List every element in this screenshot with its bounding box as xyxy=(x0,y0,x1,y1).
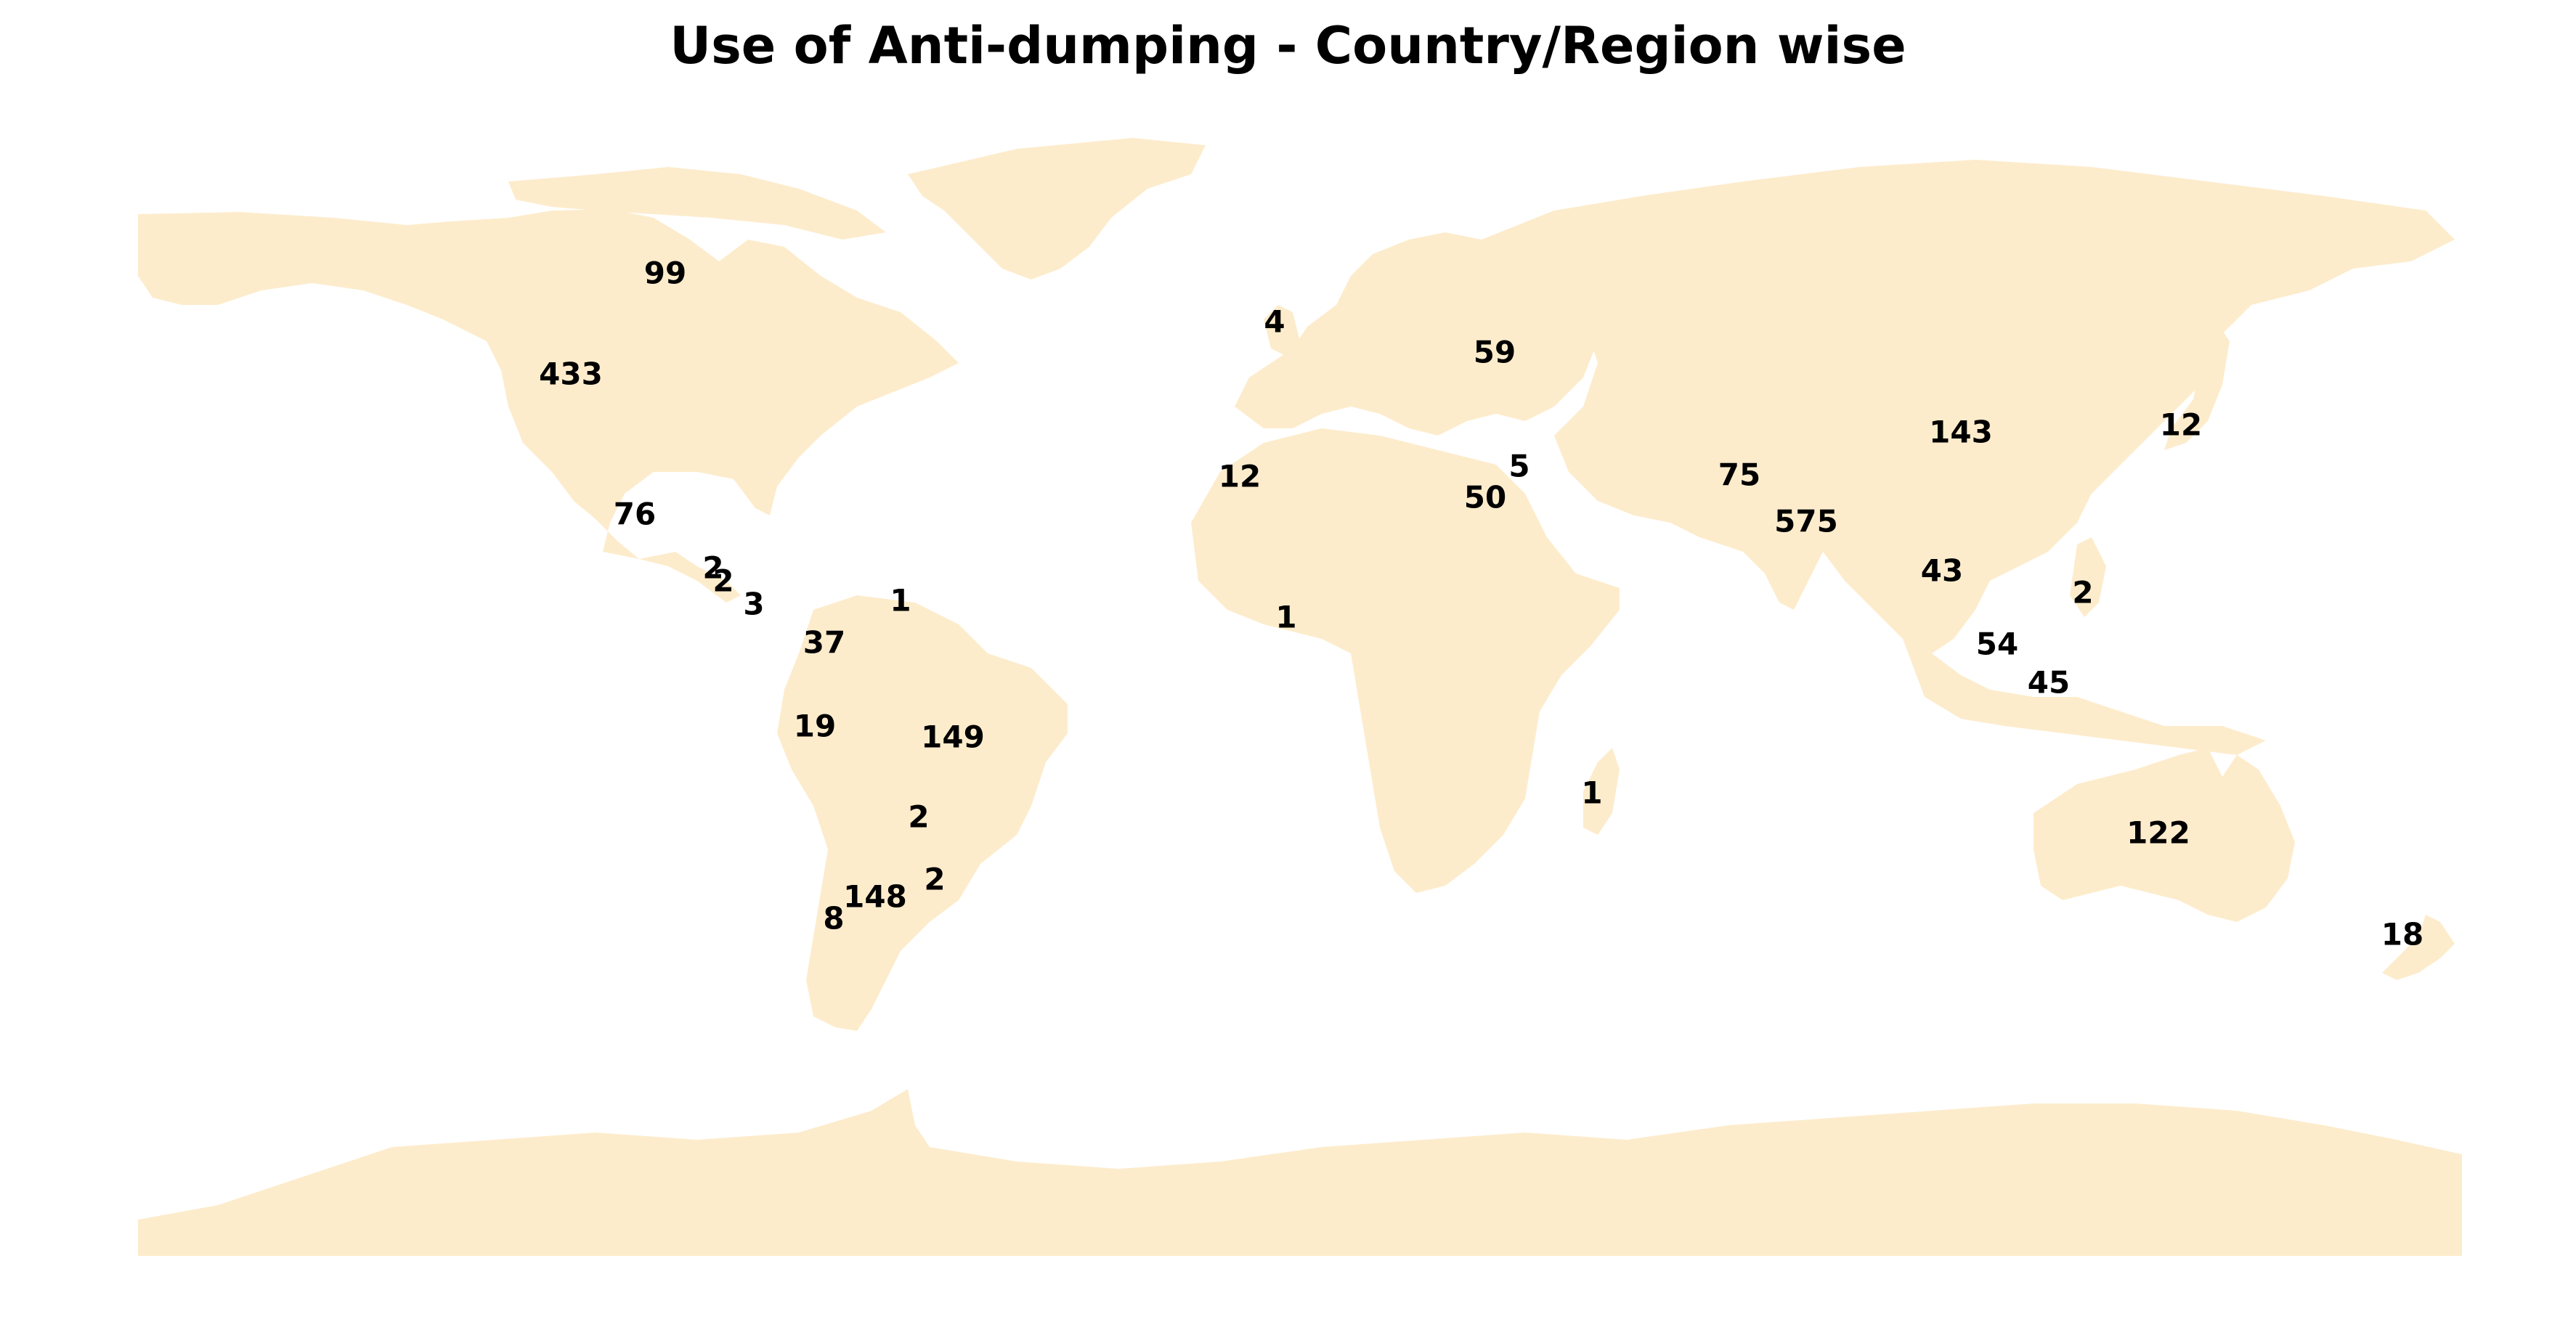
value-label-west-africa: 1 xyxy=(1275,600,1296,635)
value-label-japan: 12 xyxy=(2160,407,2202,443)
landmass-southeast-asia-islands xyxy=(1903,639,2266,755)
value-label-egypt: 50 xyxy=(1464,480,1506,515)
landmass-new-zealand xyxy=(2382,915,2455,980)
value-label-chile: 8 xyxy=(823,901,844,937)
value-label-peru: 19 xyxy=(794,709,836,744)
value-label-india: 575 xyxy=(1774,504,1838,539)
map-title: Use of Anti-dumping - Country/Region wis… xyxy=(670,16,1906,76)
landmass-australia xyxy=(2033,748,2295,922)
value-label-argentina: 148 xyxy=(843,879,907,915)
landmass-greenland xyxy=(908,138,1206,280)
value-label-caribbean: 1 xyxy=(890,583,911,619)
value-label-malaysia: 54 xyxy=(1976,627,2018,662)
landmass-antarctica xyxy=(138,1089,2462,1256)
landmass-uk xyxy=(1264,305,1300,356)
land-masses xyxy=(138,138,2462,1256)
value-label-brazil: 149 xyxy=(921,719,985,755)
value-label-central-america-a: 2 xyxy=(702,550,723,586)
value-label-israel: 5 xyxy=(1508,449,1529,484)
landmass-asia xyxy=(1482,160,2455,653)
value-label-uruguay: 2 xyxy=(924,862,945,897)
value-label-australia: 122 xyxy=(2126,815,2190,851)
value-label-paraguay: 2 xyxy=(908,799,929,835)
landmass-arctic-islands xyxy=(508,167,886,240)
value-label-thailand: 43 xyxy=(1921,553,1963,589)
value-label-madagascar: 1 xyxy=(1581,775,1602,811)
value-label-central-america-b: 2 xyxy=(712,563,734,599)
landmass-madagascar xyxy=(1583,748,1620,835)
landmass-philippines xyxy=(2070,537,2106,617)
landmass-japan xyxy=(2164,319,2230,450)
value-label-canada: 99 xyxy=(644,256,686,291)
landmass-africa xyxy=(1191,428,1620,893)
value-label-philippines: 2 xyxy=(2072,575,2093,611)
value-label-china: 143 xyxy=(1929,415,1993,450)
value-label-usa: 433 xyxy=(539,356,603,392)
value-label-central-america-c: 3 xyxy=(743,587,764,622)
landmass-south-america xyxy=(777,595,1068,1031)
value-label-pakistan: 75 xyxy=(1718,457,1760,493)
value-label-indonesia: 45 xyxy=(2028,665,2070,701)
value-label-mexico: 76 xyxy=(614,497,656,532)
value-label-new-zealand: 18 xyxy=(2381,917,2423,952)
value-label-colombia: 37 xyxy=(803,625,845,661)
landmass-north-america xyxy=(138,209,959,603)
value-label-morocco: 12 xyxy=(1219,459,1261,494)
value-label-ukraine: 59 xyxy=(1474,335,1516,370)
landmass-europe xyxy=(1235,232,1598,436)
value-label-uk: 4 xyxy=(1264,304,1285,340)
